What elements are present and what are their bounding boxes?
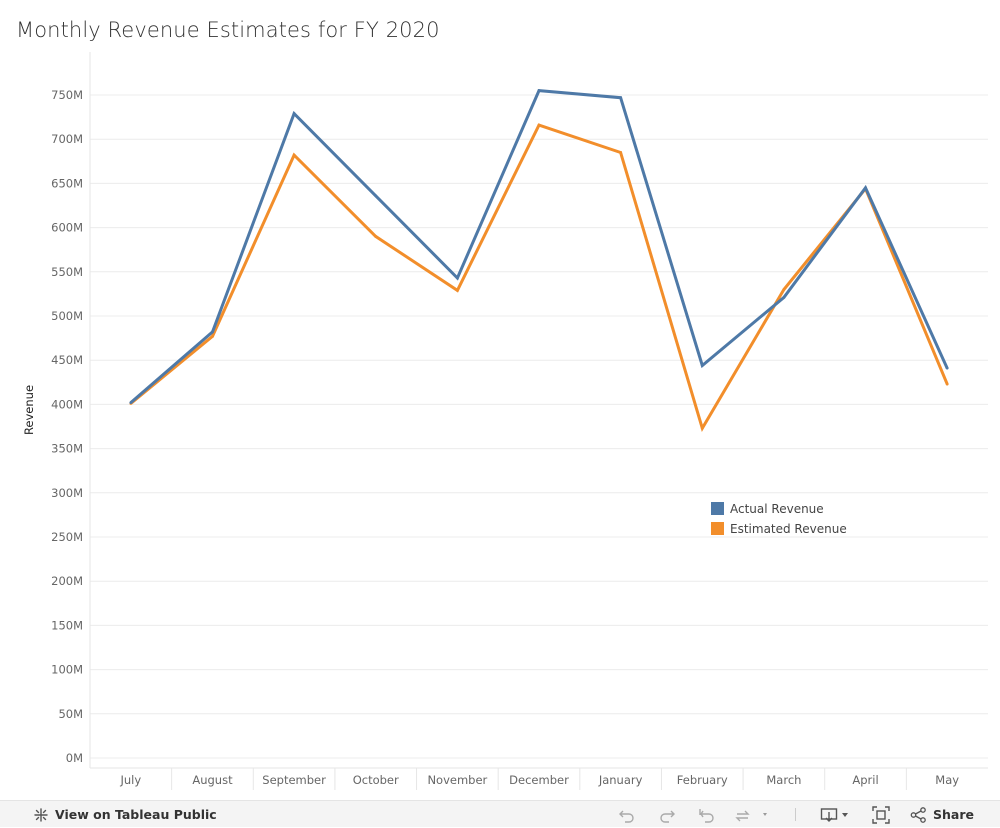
y-tick-label: 600M — [51, 221, 83, 235]
data-point[interactable] — [782, 288, 786, 291]
data-point[interactable] — [374, 194, 378, 198]
x-tick-label: October — [353, 773, 399, 787]
tableau-toolbar: View on Tableau Public — [0, 800, 1000, 827]
y-axis-title: Revenue — [22, 385, 36, 435]
fullscreen-button[interactable] — [872, 801, 890, 828]
y-tick-label: 50M — [58, 707, 83, 721]
legend[interactable]: Actual Revenue Estimated Revenue — [711, 502, 847, 536]
data-point[interactable] — [864, 186, 867, 190]
x-tick-label: January — [598, 773, 643, 787]
share-icon — [910, 806, 927, 823]
legend-swatch — [711, 522, 724, 535]
x-tick-label: November — [427, 773, 487, 787]
data-point[interactable] — [945, 382, 949, 386]
x-tick-label: March — [766, 773, 801, 787]
fullscreen-icon — [872, 805, 890, 824]
view-on-tableau-public-label: View on Tableau Public — [55, 807, 217, 822]
data-point[interactable] — [292, 112, 296, 115]
data-point[interactable] — [455, 288, 459, 292]
data-point[interactable] — [945, 366, 949, 370]
undo-icon — [618, 807, 636, 823]
view-on-tableau-public-link[interactable]: View on Tableau Public — [33, 801, 217, 828]
y-tick-label: 750M — [51, 88, 83, 102]
x-tick-label: April — [852, 773, 878, 787]
share-label: Share — [933, 807, 974, 822]
data-point[interactable] — [619, 96, 623, 100]
y-tick-label: 500M — [51, 309, 83, 323]
data-point[interactable] — [537, 89, 541, 92]
data-point[interactable] — [619, 151, 623, 154]
y-tick-label: 450M — [51, 353, 83, 367]
data-point[interactable] — [211, 330, 214, 334]
y-tick-label: 200M — [51, 574, 83, 588]
data-point[interactable] — [700, 426, 704, 430]
gridlines — [90, 94, 988, 759]
data-point[interactable] — [700, 364, 704, 367]
tableau-logo-icon — [33, 807, 49, 823]
data-point[interactable] — [782, 296, 786, 299]
line-chart: 0M 50M 100M 150M 200M 250M 300M 350M 400M 450M 500… — [22, 52, 988, 790]
refresh-button[interactable] — [734, 801, 768, 828]
share-button[interactable]: Share — [910, 801, 974, 828]
download-button[interactable] — [820, 801, 852, 828]
revert-icon — [698, 807, 716, 823]
y-tick-label: 0M — [66, 751, 83, 765]
y-tick-label: 300M — [51, 486, 83, 500]
y-tick-label: 100M — [51, 663, 83, 677]
legend-swatch — [711, 502, 724, 515]
series-lines — [129, 89, 949, 433]
download-icon — [820, 807, 852, 823]
data-point[interactable] — [211, 334, 214, 338]
x-tick-label: December — [509, 773, 569, 787]
y-axis-ticks: 0M 50M 100M 150M 200M 250M 300M 350M 400M 450M 500… — [51, 88, 83, 765]
y-tick-label: 650M — [51, 176, 83, 190]
y-tick-label: 350M — [51, 442, 83, 456]
toolbar-separator — [795, 808, 796, 821]
data-point[interactable] — [537, 123, 541, 127]
undo-button[interactable] — [618, 801, 636, 828]
y-tick-label: 700M — [51, 132, 83, 146]
legend-label: Actual Revenue — [730, 502, 824, 516]
data-point[interactable] — [374, 235, 378, 238]
column-dividers — [89, 52, 988, 790]
y-tick-label: 550M — [51, 265, 83, 279]
data-point[interactable] — [292, 153, 296, 157]
redo-button[interactable] — [658, 801, 676, 828]
x-tick-label: May — [935, 773, 959, 787]
data-point[interactable] — [129, 401, 133, 405]
x-axis-ticks: July August September October November Decemb… — [119, 773, 959, 787]
y-tick-label: 150M — [51, 618, 83, 632]
series-line[interactable] — [129, 123, 949, 433]
chart-title: Monthly Revenue Estimates for FY 2020 — [16, 18, 440, 42]
refresh-icon — [734, 807, 768, 823]
legend-label: Estimated Revenue — [730, 522, 847, 536]
x-tick-label: September — [262, 773, 326, 787]
x-tick-label: February — [677, 773, 728, 787]
y-tick-label: 400M — [51, 397, 83, 411]
x-tick-label: July — [119, 773, 141, 787]
redo-icon — [658, 807, 676, 823]
x-tick-label: August — [192, 773, 233, 787]
y-tick-label: 250M — [51, 530, 83, 544]
data-point[interactable] — [455, 276, 459, 280]
revert-button[interactable] — [698, 801, 716, 828]
